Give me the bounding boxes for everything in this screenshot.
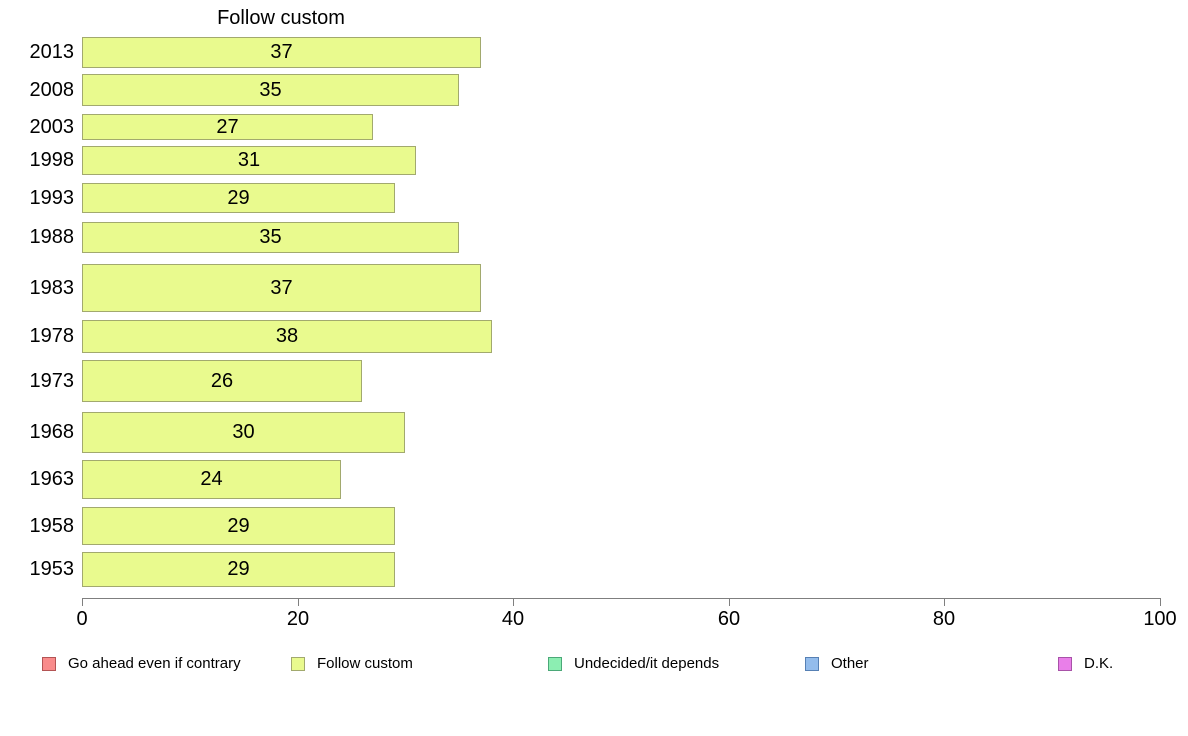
legend-label: Undecided/it depends (574, 655, 720, 672)
y-axis-label-1968: 1968 (29, 421, 75, 443)
legend-swatch-icon (805, 656, 819, 671)
x-axis-tick-60 (729, 598, 730, 606)
x-axis-tick-40 (513, 598, 514, 606)
legend-label: Follow custom (317, 655, 413, 672)
legend-item-3: Undecided/it depends (548, 655, 719, 672)
x-axis-tick-label-100: 100 (1143, 608, 1177, 630)
y-axis-label-1973: 1973 (29, 369, 75, 392)
bar-value-label: 38 (275, 325, 299, 347)
y-axis-label-1983: 1983 (29, 276, 75, 299)
x-axis-tick-label-60: 60 (717, 608, 741, 630)
y-axis-label-1953: 1953 (29, 558, 75, 580)
y-axis-label-1978: 1978 (29, 325, 75, 347)
bar-value-label: 24 (200, 468, 223, 490)
x-axis-tick-100 (1160, 598, 1161, 606)
bar-value-label: 29 (227, 558, 250, 580)
bar-1973: 26 (82, 360, 362, 402)
legend-item-4: Other (805, 655, 869, 672)
legend-swatch-icon (548, 656, 562, 671)
x-axis-tick-label-40: 40 (501, 608, 525, 630)
bar-1953: 29 (82, 552, 395, 587)
bar-value-label: 37 (270, 41, 293, 63)
chart-title: Follow custom (217, 7, 345, 29)
x-axis-tick-80 (944, 598, 945, 606)
x-axis-tick-0 (82, 598, 83, 606)
bar-2013: 37 (82, 37, 481, 68)
bar-value-label: 30 (232, 421, 255, 443)
y-axis-label-2003: 2003 (29, 115, 75, 138)
legend-label: D.K. (1084, 655, 1114, 672)
x-axis-line (82, 598, 1160, 599)
y-axis-label-2013: 2013 (29, 41, 75, 63)
legend-item-5: D.K. (1058, 655, 1113, 672)
y-axis-label-1993: 1993 (29, 186, 75, 209)
bar-1983: 37 (82, 264, 481, 312)
bar-1963: 24 (82, 460, 341, 499)
y-axis-label-1988: 1988 (29, 226, 75, 248)
y-axis-label-1958: 1958 (29, 514, 75, 537)
x-axis-tick-20 (298, 598, 299, 606)
bar-1998: 31 (82, 146, 416, 175)
bar-value-label: 27 (216, 115, 239, 138)
bar-1968: 30 (82, 412, 405, 453)
bar-value-label: 37 (270, 276, 293, 299)
bar-2008: 35 (82, 74, 459, 106)
bar-1978: 38 (82, 320, 492, 353)
bar-1993: 29 (82, 183, 395, 213)
bar-1958: 29 (82, 507, 395, 545)
legend-label: Other (831, 655, 869, 672)
legend-item-2: Follow custom (291, 655, 413, 672)
bar-value-label: 35 (259, 78, 282, 101)
x-axis-tick-label-80: 80 (932, 608, 956, 630)
x-axis-tick-label-20: 20 (286, 608, 310, 630)
bar-value-label: 26 (210, 369, 234, 392)
x-axis-tick-label-0: 0 (76, 608, 88, 630)
y-axis-label-1998: 1998 (29, 149, 75, 171)
y-axis-label-2008: 2008 (29, 78, 75, 101)
bar-value-label: 29 (227, 186, 250, 209)
legend-swatch-icon (42, 656, 56, 671)
bar-value-label: 29 (227, 514, 250, 537)
bar-1988: 35 (82, 222, 459, 253)
bar-value-label: 31 (237, 149, 261, 171)
bar-value-label: 35 (259, 226, 282, 248)
legend-swatch-icon (1058, 656, 1072, 671)
bar-2003: 27 (82, 114, 373, 140)
legend-label: Go ahead even if contrary (68, 655, 241, 672)
y-axis-label-1963: 1963 (29, 468, 75, 490)
legend-swatch-icon (291, 656, 305, 671)
legend-item-1: Go ahead even if contrary (42, 655, 241, 672)
